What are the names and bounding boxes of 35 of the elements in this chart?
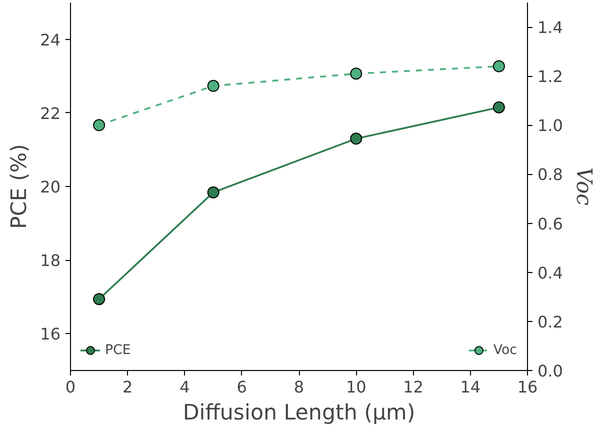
y2-tick-label: 0.2: [538, 312, 563, 332]
x-tick-label: 0: [65, 378, 76, 396]
point: [93, 293, 106, 306]
point: [350, 132, 362, 145]
y2-tick-label: 0.4: [538, 263, 563, 282]
point: [207, 186, 220, 198]
y2-tick-label: 1.0: [538, 116, 563, 136]
point: [492, 60, 505, 72]
y2-axis-title: Voc: [570, 167, 596, 206]
y-tick-label: 24: [40, 30, 60, 50]
y-tick-label: 16: [40, 324, 60, 344]
point: [350, 68, 362, 80]
legend-label: PCE: [105, 342, 131, 358]
legend-label: Voc: [493, 342, 517, 358]
y-tick-label: 20: [40, 178, 60, 196]
y-tick-label: 18: [40, 251, 60, 270]
y2-tick-label: 1.4: [538, 18, 563, 38]
x-tick-label: 12: [403, 378, 424, 396]
y2-tick-label: 0.6: [538, 214, 563, 234]
y-tick-label: 22: [40, 104, 60, 123]
y2-tick-label: 0.8: [538, 165, 563, 184]
x-tick-label: 14: [460, 378, 481, 396]
point: [207, 80, 220, 92]
x-tick-label: 2: [122, 378, 133, 396]
point: [93, 119, 106, 132]
y2-tick-label: 0.0: [538, 362, 563, 380]
x-axis-title: Diffusion Length (μm): [182, 400, 416, 426]
x-tick-label: 4: [180, 378, 190, 396]
x-tick-label: 8: [294, 378, 304, 396]
x-tick-label: 16: [517, 378, 538, 396]
x-tick-label: 6: [236, 378, 247, 396]
y-axis-title: PCE (%): [7, 144, 32, 229]
point: [492, 101, 505, 114]
y2-tick-label: 1.2: [538, 67, 563, 86]
x-tick-label: 10: [346, 378, 366, 396]
